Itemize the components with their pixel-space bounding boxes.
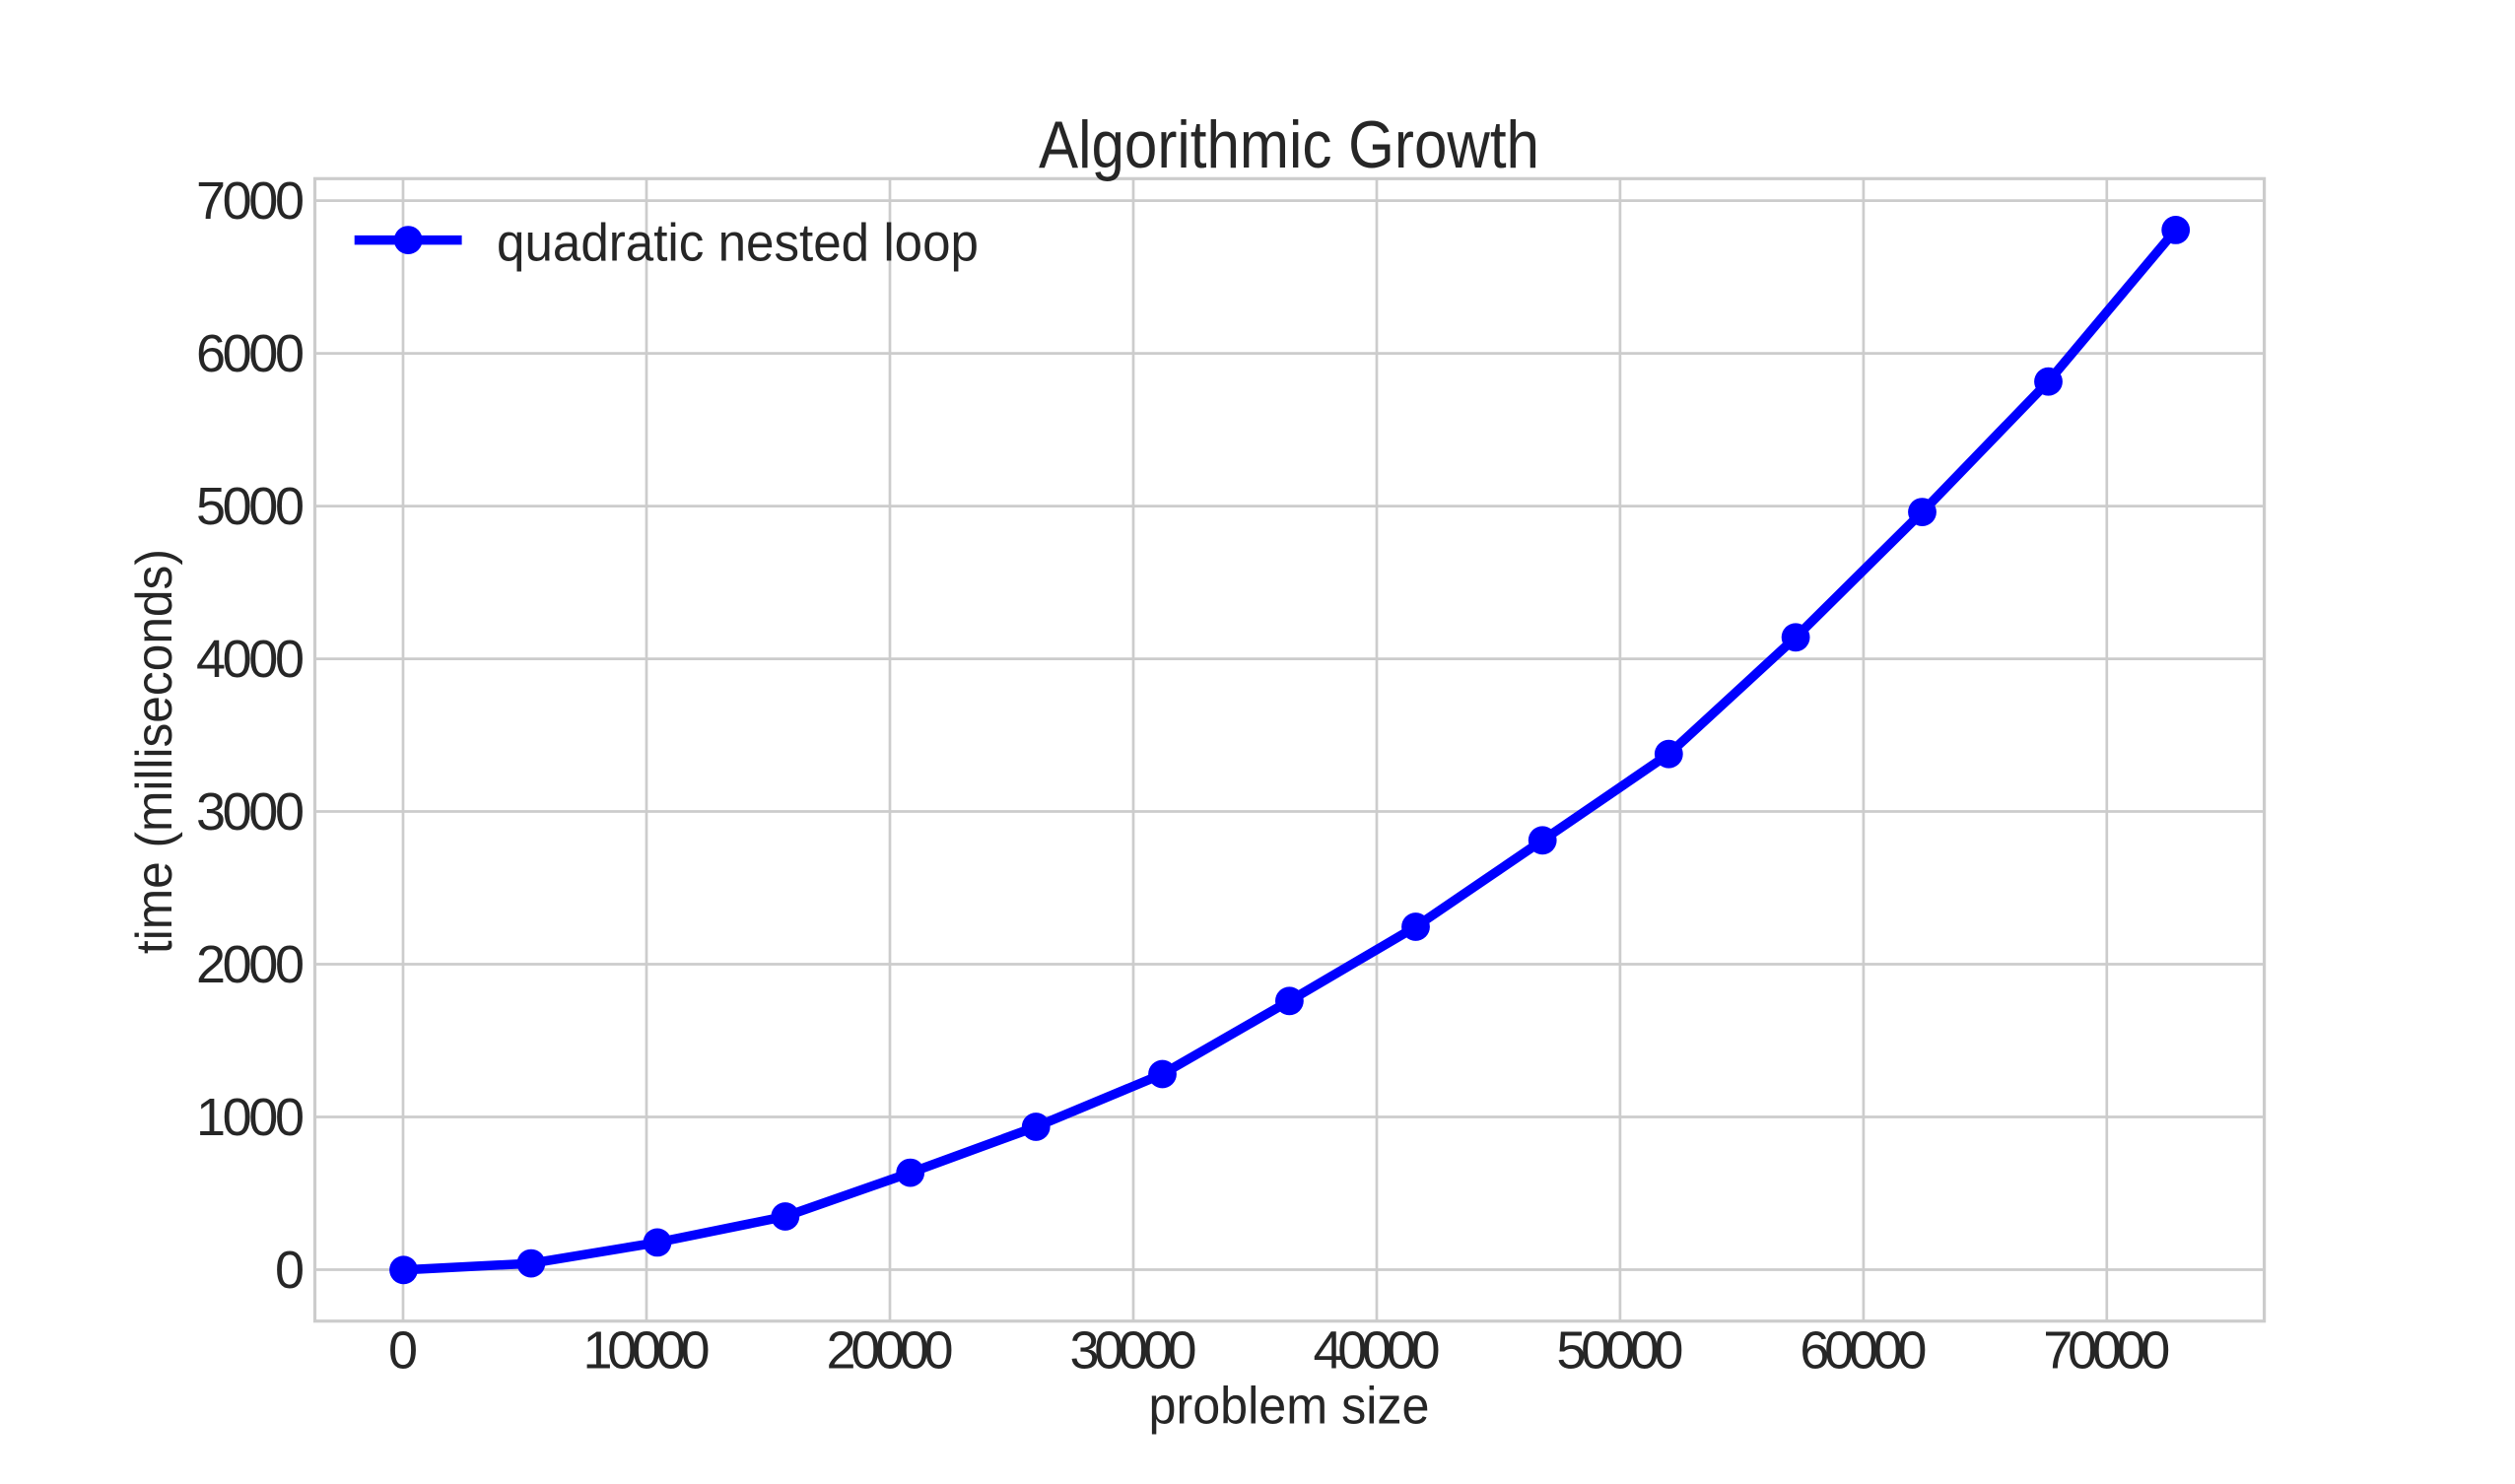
svg-text:Algorithmic Growth: Algorithmic Growth [1039, 107, 1539, 182]
svg-text:1000: 1000 [196, 1088, 305, 1147]
svg-text:50000: 50000 [1556, 1320, 1683, 1380]
svg-text:0: 0 [275, 1241, 305, 1300]
svg-text:5000: 5000 [196, 477, 305, 536]
svg-text:40000: 40000 [1314, 1320, 1441, 1380]
svg-text:2000: 2000 [196, 935, 305, 994]
svg-text:6000: 6000 [196, 324, 305, 383]
svg-text:quadratic nested loop: quadratic nested loop [497, 213, 979, 272]
svg-text:70000: 70000 [2043, 1320, 2170, 1380]
svg-text:0: 0 [388, 1320, 418, 1380]
svg-text:7000: 7000 [196, 171, 305, 231]
svg-text:3000: 3000 [196, 782, 305, 842]
svg-text:60000: 60000 [1800, 1320, 1927, 1380]
svg-text:time (milliseconds): time (milliseconds) [126, 549, 183, 954]
svg-text:4000: 4000 [196, 630, 305, 689]
svg-text:problem size: problem size [1149, 1378, 1430, 1436]
svg-text:20000: 20000 [827, 1320, 954, 1380]
svg-text:30000: 30000 [1070, 1320, 1197, 1380]
svg-text:10000: 10000 [583, 1320, 711, 1380]
